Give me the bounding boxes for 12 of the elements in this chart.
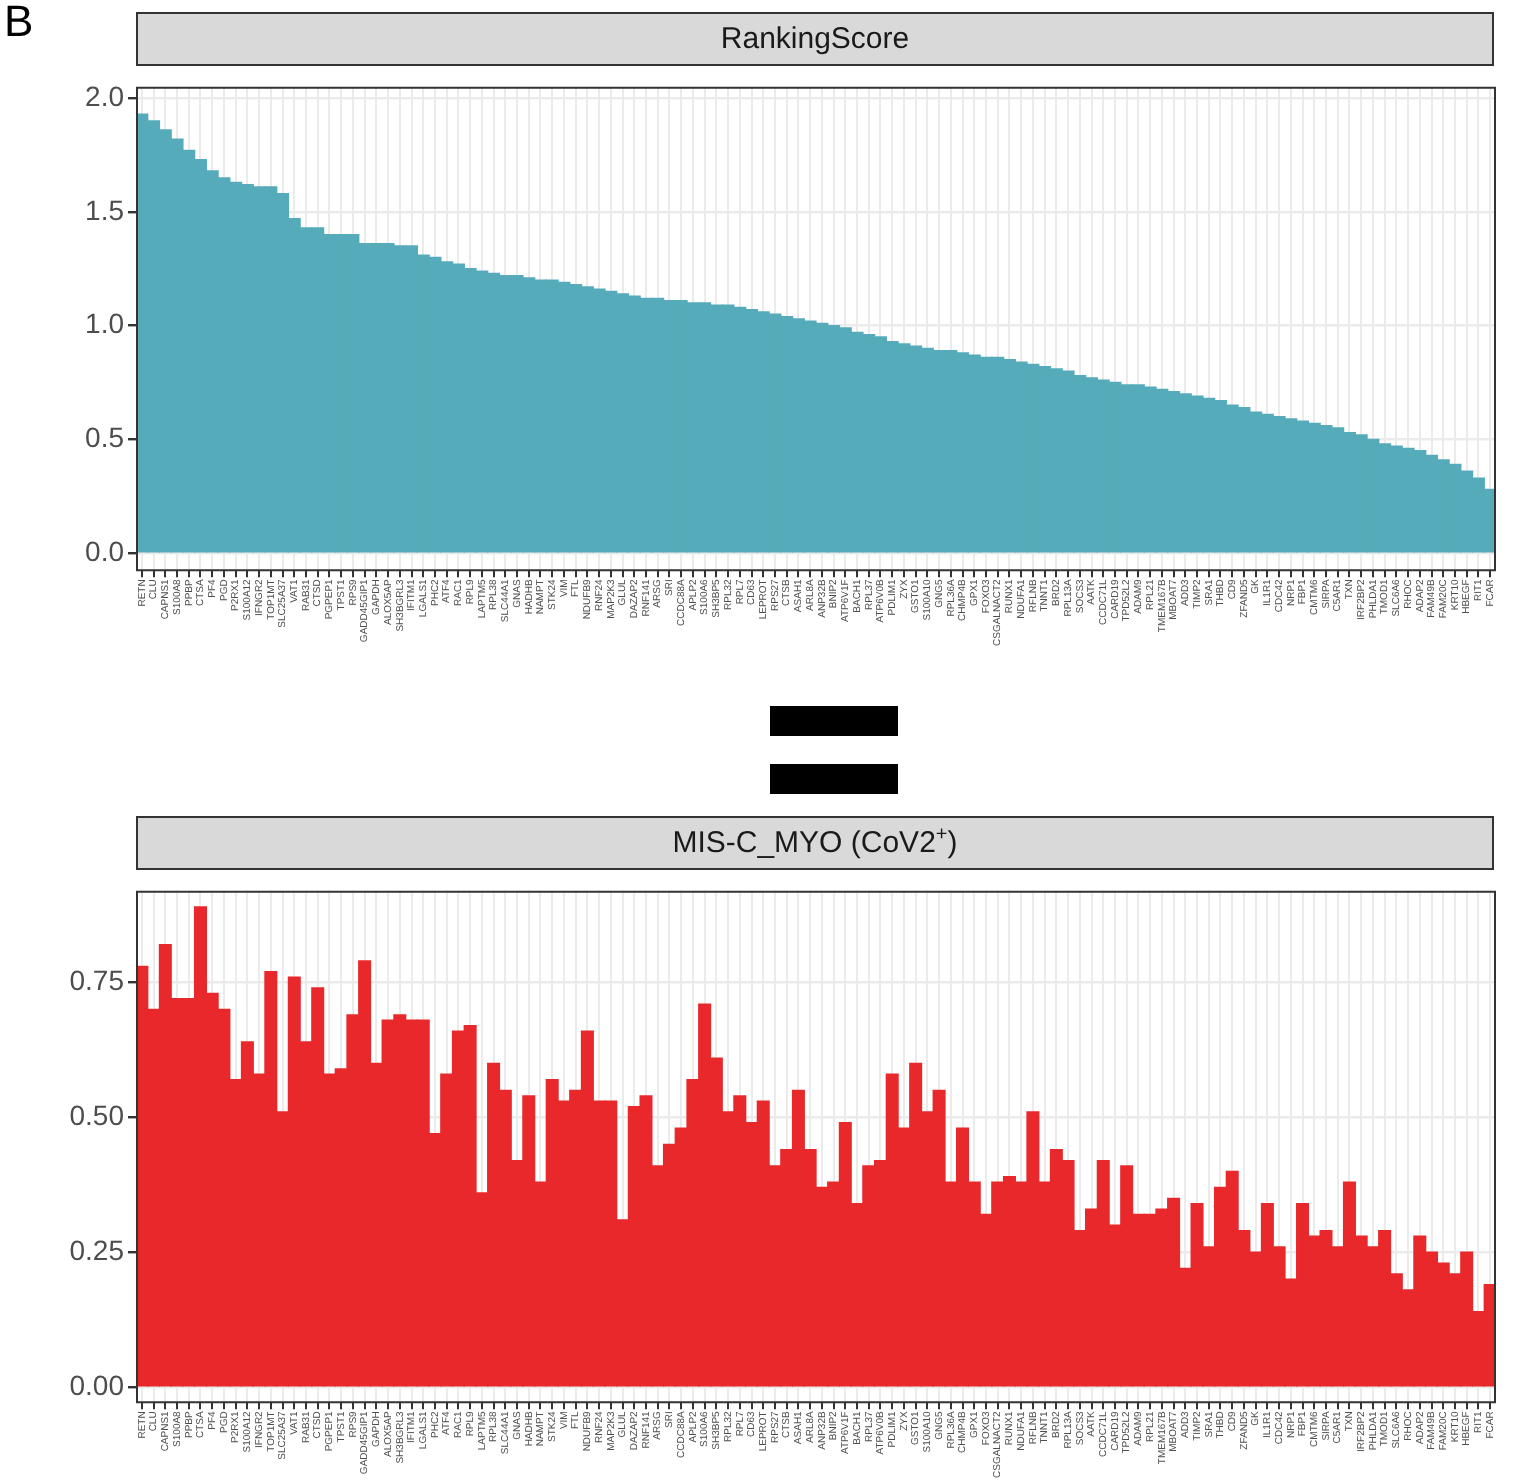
y-tick-label: 1.0: [85, 307, 125, 340]
y-tick-label: 2.0: [85, 79, 125, 112]
y-tick-label: 1.5: [85, 193, 125, 226]
y-tick-label: 0.00: [69, 1368, 125, 1401]
text: B: [4, 0, 34, 46]
chart-title: RankingScore: [136, 12, 1494, 66]
y-tick-label: 0.25: [69, 1233, 125, 1266]
y-tick-label: 0.75: [69, 964, 125, 997]
y-tick-label: 0.0: [85, 534, 125, 567]
chart-title: MIS-C_MYO (CoV2$^{+}$): [136, 816, 1494, 870]
y-tick-label: 0.50: [69, 1099, 125, 1132]
y-tick-label: 0.5: [85, 421, 125, 454]
